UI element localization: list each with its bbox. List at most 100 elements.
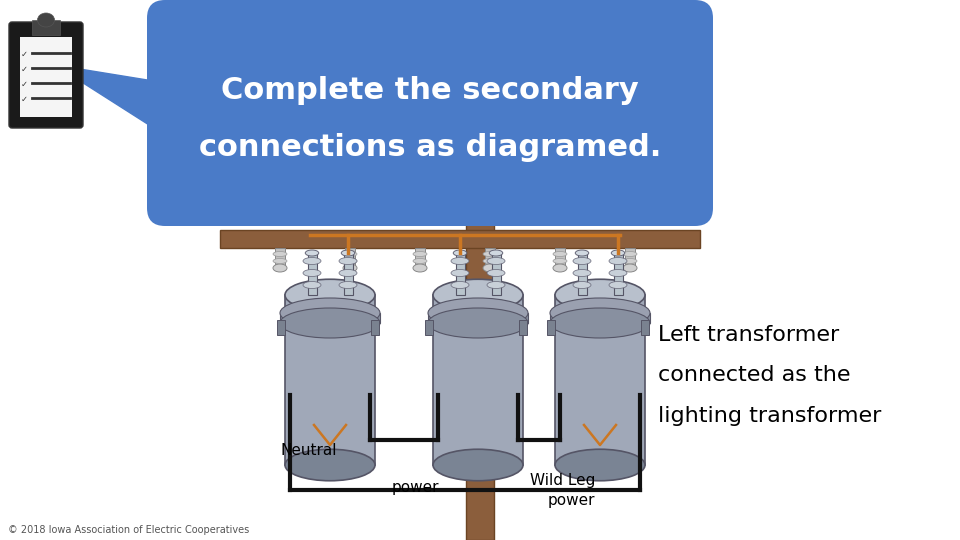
FancyBboxPatch shape	[147, 0, 713, 226]
Text: Complete the secondary: Complete the secondary	[221, 76, 638, 105]
Ellipse shape	[428, 308, 528, 338]
Ellipse shape	[483, 264, 497, 272]
Ellipse shape	[343, 264, 357, 272]
Bar	[33, 20, 60, 35]
Text: connected as the: connected as the	[658, 365, 851, 386]
Ellipse shape	[487, 258, 505, 265]
Ellipse shape	[609, 269, 627, 276]
Ellipse shape	[483, 259, 497, 264]
Ellipse shape	[555, 279, 645, 310]
Text: connections as diagramed.: connections as diagramed.	[199, 133, 661, 161]
Ellipse shape	[343, 252, 357, 256]
Ellipse shape	[623, 252, 637, 256]
Ellipse shape	[341, 250, 355, 256]
Text: power: power	[392, 480, 439, 495]
Bar	[466, 0, 494, 540]
Ellipse shape	[609, 281, 627, 288]
Ellipse shape	[273, 264, 287, 272]
Ellipse shape	[471, 5, 489, 15]
Ellipse shape	[303, 281, 321, 288]
Ellipse shape	[413, 264, 427, 272]
Ellipse shape	[487, 269, 505, 276]
Ellipse shape	[575, 250, 588, 256]
Bar	[578, 253, 587, 295]
Ellipse shape	[428, 298, 528, 328]
Text: © 2018 Iowa Association of Electric Cooperatives: © 2018 Iowa Association of Electric Coop…	[8, 525, 250, 535]
Bar	[456, 253, 465, 295]
Text: ✓: ✓	[20, 64, 28, 73]
Bar	[600, 300, 645, 465]
Ellipse shape	[339, 258, 357, 265]
Ellipse shape	[285, 279, 375, 310]
Ellipse shape	[553, 252, 567, 256]
Ellipse shape	[343, 259, 357, 264]
Text: ✓: ✓	[20, 94, 28, 104]
Text: ✓: ✓	[20, 50, 28, 58]
Text: power: power	[548, 493, 595, 508]
Ellipse shape	[37, 13, 55, 27]
Ellipse shape	[273, 259, 287, 264]
Text: Left transformer: Left transformer	[658, 325, 839, 345]
Ellipse shape	[453, 250, 467, 256]
Ellipse shape	[303, 269, 321, 276]
Ellipse shape	[451, 269, 469, 276]
Bar	[277, 320, 285, 335]
Bar	[555, 295, 645, 465]
Ellipse shape	[612, 250, 625, 256]
Bar	[555, 248, 565, 268]
Text: lighting transformer: lighting transformer	[658, 406, 881, 426]
Bar	[485, 248, 495, 268]
Bar	[20, 37, 72, 117]
Ellipse shape	[285, 449, 375, 481]
Bar	[478, 300, 523, 465]
Ellipse shape	[490, 250, 503, 256]
Bar	[220, 230, 700, 248]
Bar	[519, 320, 527, 335]
Ellipse shape	[433, 449, 523, 481]
Ellipse shape	[609, 258, 627, 265]
Ellipse shape	[413, 252, 427, 256]
Ellipse shape	[573, 281, 591, 288]
Bar	[492, 253, 501, 295]
Ellipse shape	[339, 281, 357, 288]
Ellipse shape	[553, 259, 567, 264]
Bar	[371, 320, 379, 335]
Polygon shape	[55, 65, 175, 141]
Ellipse shape	[303, 258, 321, 265]
Ellipse shape	[451, 258, 469, 265]
Ellipse shape	[280, 308, 380, 338]
Ellipse shape	[273, 252, 287, 256]
Bar	[425, 320, 433, 335]
Bar	[625, 248, 635, 268]
Bar	[285, 295, 375, 465]
Ellipse shape	[339, 269, 357, 276]
Ellipse shape	[555, 449, 645, 481]
Bar	[330, 300, 375, 465]
Bar	[428, 313, 528, 323]
Bar	[550, 313, 650, 323]
Bar	[308, 253, 317, 295]
Bar	[415, 248, 425, 268]
Text: ✓: ✓	[20, 79, 28, 89]
Ellipse shape	[483, 252, 497, 256]
Ellipse shape	[573, 258, 591, 265]
Ellipse shape	[305, 250, 319, 256]
Ellipse shape	[623, 259, 637, 264]
Bar	[280, 313, 380, 323]
Ellipse shape	[573, 269, 591, 276]
Bar	[345, 248, 355, 268]
Ellipse shape	[623, 264, 637, 272]
Ellipse shape	[413, 259, 427, 264]
Ellipse shape	[487, 281, 505, 288]
Bar	[547, 320, 555, 335]
Ellipse shape	[550, 298, 650, 328]
Bar	[474, 10, 486, 38]
Bar	[641, 320, 649, 335]
Ellipse shape	[280, 298, 380, 328]
Ellipse shape	[433, 279, 523, 310]
Bar	[275, 248, 285, 268]
FancyBboxPatch shape	[9, 22, 83, 128]
Bar	[344, 253, 353, 295]
Text: Neutral: Neutral	[280, 443, 337, 458]
Ellipse shape	[553, 264, 567, 272]
